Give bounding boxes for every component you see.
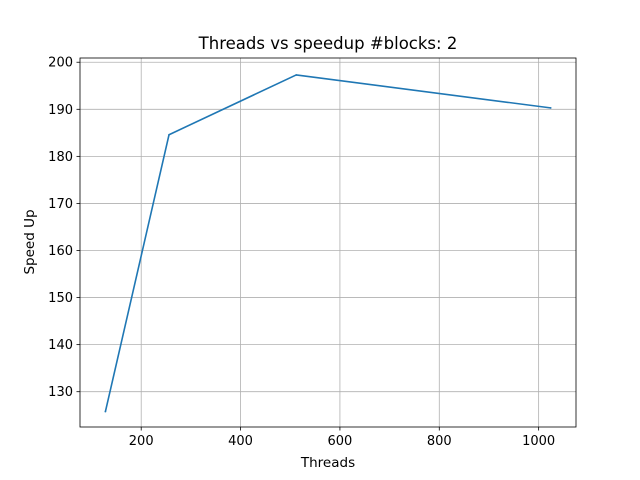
x-tick-label: 800 xyxy=(427,434,452,449)
y-tick-label: 180 xyxy=(48,150,73,165)
y-tick-label: 150 xyxy=(48,291,73,306)
y-tick-label: 170 xyxy=(48,197,73,212)
x-axis: 200 400 600 800 1000 xyxy=(129,427,555,449)
data-point xyxy=(295,74,298,76)
y-tick-label: 200 xyxy=(48,56,73,71)
x-tick-label: 1000 xyxy=(522,434,555,449)
y-tick-label: 160 xyxy=(48,244,73,259)
x-tick-label: 600 xyxy=(328,434,353,449)
series-line xyxy=(104,74,552,413)
chart-title: Threads vs speedup #blocks: 2 xyxy=(198,34,458,53)
x-tick-label: 200 xyxy=(129,434,154,449)
y-tick-label: 190 xyxy=(48,103,73,118)
x-axis-label: Threads xyxy=(300,455,355,471)
y-axis-label: Speed Up xyxy=(22,209,38,274)
plot-frame xyxy=(79,57,577,428)
data-point xyxy=(104,410,107,413)
series-layer xyxy=(104,74,552,413)
data-point xyxy=(549,107,552,109)
x-tick-label: 400 xyxy=(228,434,253,449)
y-tick-label: 130 xyxy=(48,385,73,400)
data-point xyxy=(168,133,170,136)
y-axis: 130 140 150 160 170 180 190 200 xyxy=(48,56,80,400)
grid-layer xyxy=(80,58,576,427)
y-tick-label: 140 xyxy=(48,338,73,353)
